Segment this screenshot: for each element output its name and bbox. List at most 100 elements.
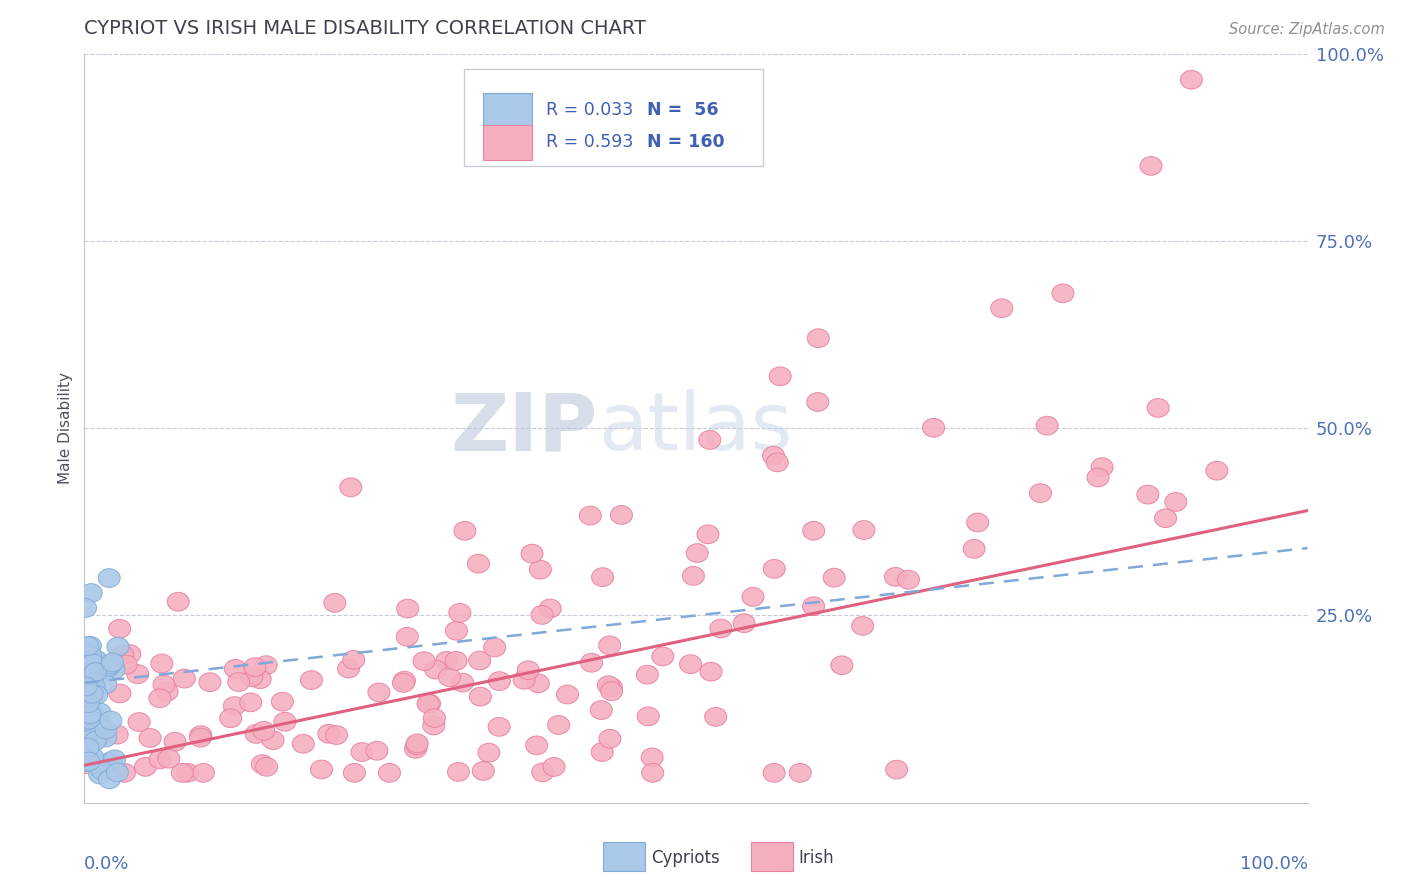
Ellipse shape [547,715,569,734]
Ellipse shape [478,743,501,762]
Ellipse shape [1181,70,1202,89]
Ellipse shape [89,765,111,784]
Ellipse shape [679,655,702,673]
Ellipse shape [77,694,100,713]
Text: Cypriots: Cypriots [651,849,720,867]
Ellipse shape [967,513,988,532]
Ellipse shape [240,668,263,687]
Ellipse shape [80,688,103,706]
Ellipse shape [219,709,242,728]
Ellipse shape [104,750,125,769]
Ellipse shape [405,739,426,758]
Ellipse shape [807,392,828,411]
Ellipse shape [600,681,623,700]
Ellipse shape [352,743,373,762]
Ellipse shape [538,599,561,618]
Ellipse shape [557,685,578,704]
Ellipse shape [591,743,613,762]
Ellipse shape [686,544,709,563]
Ellipse shape [193,764,214,782]
Ellipse shape [82,654,104,673]
Ellipse shape [100,711,122,730]
Ellipse shape [80,647,101,665]
Ellipse shape [96,661,118,680]
Ellipse shape [107,725,128,744]
Ellipse shape [396,627,418,646]
Text: atlas: atlas [598,389,793,467]
Ellipse shape [470,687,492,706]
Ellipse shape [262,731,284,749]
Ellipse shape [1052,284,1074,302]
Ellipse shape [641,748,664,767]
Y-axis label: Male Disability: Male Disability [58,372,73,484]
Ellipse shape [98,569,120,588]
Ellipse shape [700,662,723,681]
Ellipse shape [94,675,117,694]
Ellipse shape [581,653,603,672]
Ellipse shape [156,682,179,701]
Ellipse shape [531,606,553,624]
Ellipse shape [84,731,107,750]
Ellipse shape [150,654,173,673]
Ellipse shape [1164,492,1187,511]
Text: Source: ZipAtlas.com: Source: ZipAtlas.com [1229,22,1385,37]
Text: N =  56: N = 56 [647,101,718,119]
Ellipse shape [84,650,107,669]
Ellipse shape [177,764,198,782]
Ellipse shape [76,702,98,721]
Text: 100.0%: 100.0% [1240,855,1308,873]
Ellipse shape [897,570,920,589]
Ellipse shape [98,770,121,789]
Ellipse shape [157,749,180,768]
Ellipse shape [97,657,120,676]
Ellipse shape [77,722,100,740]
Ellipse shape [91,761,112,780]
Ellipse shape [807,329,830,348]
Ellipse shape [446,651,467,670]
Ellipse shape [79,636,101,655]
Ellipse shape [75,645,97,664]
Ellipse shape [111,646,134,665]
Ellipse shape [249,670,271,689]
Ellipse shape [529,560,551,579]
Ellipse shape [1091,458,1114,476]
Ellipse shape [292,734,315,753]
Ellipse shape [600,678,623,697]
Ellipse shape [637,665,658,684]
Ellipse shape [343,650,364,669]
Ellipse shape [97,657,120,676]
Ellipse shape [396,599,419,618]
Ellipse shape [115,656,138,674]
Ellipse shape [513,671,536,690]
Ellipse shape [423,709,446,728]
Ellipse shape [484,638,506,657]
Ellipse shape [425,660,447,679]
Ellipse shape [254,656,277,674]
Ellipse shape [886,760,908,779]
Ellipse shape [149,689,172,707]
Ellipse shape [77,707,100,726]
Ellipse shape [1154,508,1177,527]
Ellipse shape [652,647,673,665]
Ellipse shape [742,588,763,607]
Ellipse shape [488,717,510,736]
Ellipse shape [190,726,212,745]
Ellipse shape [75,651,97,670]
Ellipse shape [963,540,986,558]
Ellipse shape [366,741,388,760]
Ellipse shape [418,694,439,713]
Ellipse shape [599,636,620,655]
Ellipse shape [884,567,907,586]
Ellipse shape [853,521,875,540]
Ellipse shape [1137,485,1159,504]
Ellipse shape [75,755,96,773]
Ellipse shape [922,418,945,437]
Ellipse shape [114,764,135,782]
Ellipse shape [682,566,704,585]
Ellipse shape [198,673,221,691]
Ellipse shape [378,764,401,782]
Ellipse shape [591,701,612,720]
Ellipse shape [224,697,245,715]
Ellipse shape [641,764,664,782]
Ellipse shape [517,661,540,680]
